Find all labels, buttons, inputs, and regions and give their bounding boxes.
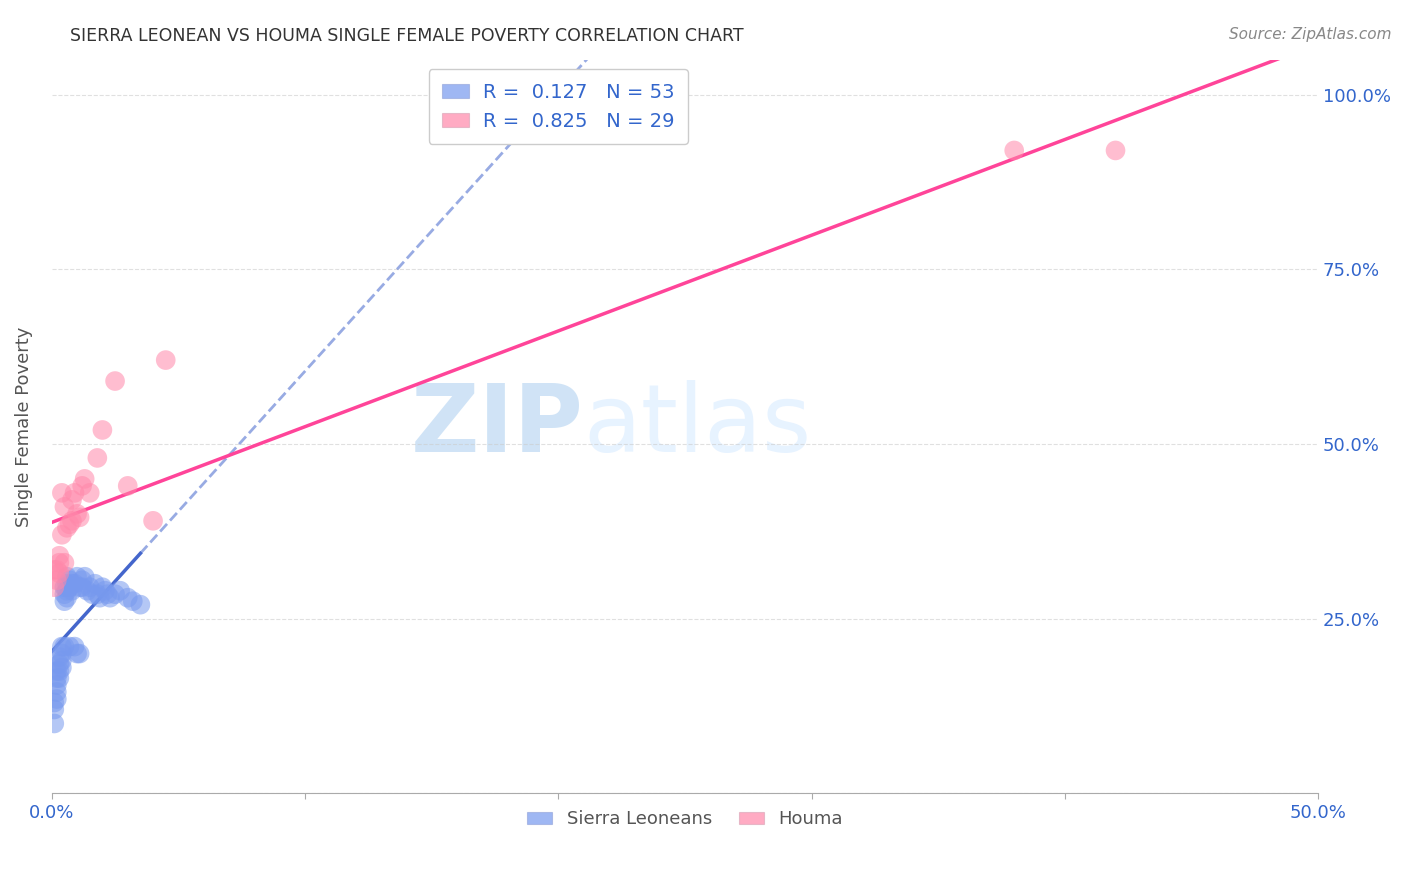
Text: atlas: atlas: [583, 381, 811, 473]
Point: [44, 580, 66, 594]
Y-axis label: Single Female Poverty: Single Female Poverty: [15, 326, 32, 526]
Point: [44, 716, 66, 731]
Point: [53, 594, 76, 608]
Point: [70, 580, 93, 594]
Point: [79, 580, 101, 594]
Point: [53, 587, 76, 601]
Point: [53, 500, 76, 514]
Point: [58, 517, 80, 532]
Point: [48, 566, 70, 581]
Point: [69, 647, 91, 661]
Point: [82, 587, 104, 601]
Point: [51, 528, 73, 542]
Point: [56, 591, 79, 605]
Point: [60, 576, 83, 591]
Point: [53, 640, 76, 654]
Point: [129, 598, 152, 612]
Point: [51, 486, 73, 500]
Point: [70, 479, 93, 493]
Point: [60, 583, 83, 598]
Point: [58, 580, 80, 594]
Point: [98, 591, 121, 605]
Point: [73, 472, 96, 486]
Point: [89, 591, 111, 605]
Point: [45, 692, 67, 706]
Legend: Sierra Leoneans, Houma: Sierra Leoneans, Houma: [520, 803, 851, 836]
Point: [76, 583, 98, 598]
Point: [58, 640, 80, 654]
Point: [73, 570, 96, 584]
Point: [1002, 144, 1025, 158]
Point: [56, 521, 79, 535]
Point: [155, 353, 177, 368]
Point: [83, 576, 105, 591]
Point: [94, 583, 117, 598]
Point: [45, 671, 67, 685]
Point: [60, 514, 83, 528]
Point: [142, 514, 165, 528]
Point: [44, 702, 66, 716]
Point: [48, 657, 70, 671]
Point: [48, 650, 70, 665]
Point: [60, 492, 83, 507]
Point: [53, 556, 76, 570]
Point: [96, 587, 118, 601]
Point: [66, 647, 89, 661]
Point: [104, 587, 127, 601]
Point: [91, 423, 114, 437]
Point: [56, 576, 79, 591]
Point: [69, 510, 91, 524]
Point: [51, 640, 73, 654]
Point: [117, 479, 139, 493]
Point: [91, 580, 114, 594]
Text: Source: ZipAtlas.com: Source: ZipAtlas.com: [1229, 27, 1392, 42]
Point: [45, 678, 67, 692]
Point: [56, 583, 79, 598]
Point: [63, 486, 86, 500]
Point: [104, 374, 127, 388]
Point: [51, 654, 73, 668]
Point: [48, 664, 70, 678]
Point: [44, 696, 66, 710]
Point: [48, 549, 70, 563]
Point: [86, 450, 108, 465]
Point: [45, 685, 67, 699]
Point: [79, 486, 101, 500]
Point: [1104, 144, 1126, 158]
Point: [63, 576, 86, 591]
Point: [66, 507, 89, 521]
Point: [44, 563, 66, 577]
Point: [51, 647, 73, 661]
Text: ZIP: ZIP: [411, 381, 583, 473]
Point: [108, 583, 131, 598]
Point: [86, 587, 108, 601]
Point: [58, 573, 80, 587]
Point: [70, 573, 93, 587]
Point: [56, 570, 79, 584]
Point: [53, 580, 76, 594]
Text: SIERRA LEONEAN VS HOUMA SINGLE FEMALE POVERTY CORRELATION CHART: SIERRA LEONEAN VS HOUMA SINGLE FEMALE PO…: [70, 27, 744, 45]
Point: [45, 563, 67, 577]
Point: [66, 570, 89, 584]
Point: [121, 594, 143, 608]
Point: [69, 580, 91, 594]
Point: [45, 573, 67, 587]
Point: [51, 660, 73, 674]
Point: [48, 556, 70, 570]
Point: [117, 591, 139, 605]
Point: [63, 640, 86, 654]
Point: [48, 671, 70, 685]
Point: [45, 664, 67, 678]
